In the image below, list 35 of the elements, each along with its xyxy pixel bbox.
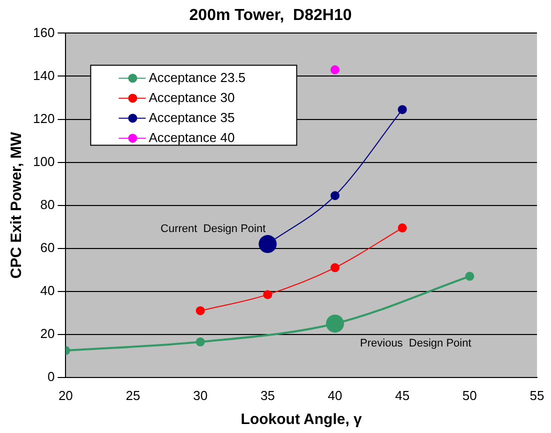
y-tick-label: 160 [32, 24, 55, 40]
x-tick-label: 55 [530, 388, 544, 403]
x-axis-title: Lookout Angle, γ [240, 411, 363, 428]
y-tick-label: 60 [40, 240, 55, 255]
point [398, 105, 407, 114]
chart-title: 200m Tower, D82H10 [189, 7, 352, 24]
y-tick-label: 0 [47, 368, 55, 384]
y-tick-label: 80 [40, 196, 55, 212]
x-tick-label: 20 [58, 388, 73, 403]
y-tick-label: 40 [40, 282, 55, 298]
point [330, 191, 340, 200]
point [330, 65, 340, 74]
x-tick-label: 45 [395, 388, 410, 403]
y-axis-title: CPC Exit Power, MW [8, 131, 26, 279]
point [196, 306, 205, 316]
x-tick-label: 25 [126, 388, 140, 403]
legend-label: Acceptance 23.5 [148, 70, 246, 85]
legend-label: Acceptance 30 [148, 90, 235, 105]
x-tick-label: 40 [328, 388, 342, 403]
x-tick-label: 30 [193, 388, 208, 403]
x-tick-label: 50 [462, 388, 477, 403]
point [465, 272, 474, 281]
y-tick-label: 120 [32, 110, 55, 126]
x-tick-label: 35 [260, 388, 275, 403]
legend-label: Acceptance 40 [148, 130, 235, 145]
point [398, 223, 407, 232]
legend-label: Acceptance 35 [148, 110, 235, 125]
annotation: Current Design Point [160, 223, 266, 236]
annotation: Previous Design Point [360, 338, 472, 350]
point [196, 337, 205, 346]
point [330, 263, 340, 272]
point [263, 290, 272, 300]
y-tick-label: 140 [32, 68, 55, 83]
y-tick-label: 20 [40, 326, 55, 341]
y-tick-label: 100 [32, 154, 55, 169]
